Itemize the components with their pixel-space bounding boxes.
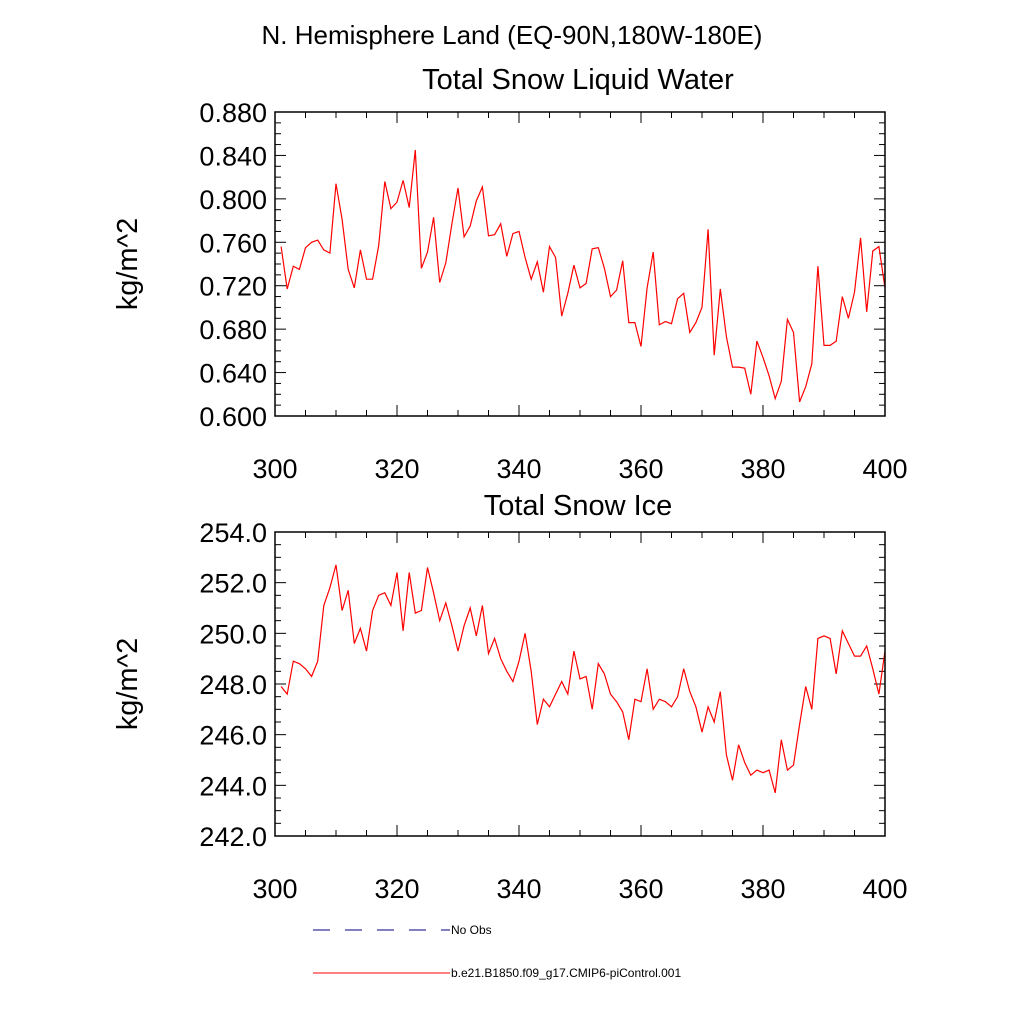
legend-entry-2: b.e21.B1850.f09_g17.CMIP6-piControl.001 xyxy=(313,966,681,980)
plot-frame xyxy=(274,111,886,417)
y-tick-label: 250.0 xyxy=(199,619,267,649)
y-tick-label: 242.0 xyxy=(199,822,267,852)
x-tick-label: 340 xyxy=(496,454,541,484)
y-tick-label: 252.0 xyxy=(199,569,267,599)
chart-panel-1: Total Snow Liquid Water kg/m^2 0.600 0.640 0… xyxy=(112,64,908,484)
y-tick-label: 254.0 xyxy=(199,518,267,548)
legend: No Obs b.e21.B1850.f09_g17.CMIP6-piContro… xyxy=(313,923,681,980)
x-tick-label: 360 xyxy=(618,454,663,484)
x-tick-label: 400 xyxy=(862,454,907,484)
x-tick-label: 400 xyxy=(862,874,907,904)
legend-label: b.e21.B1850.f09_g17.CMIP6-piControl.001 xyxy=(451,966,681,980)
x-tick-label: 300 xyxy=(252,874,297,904)
chart-title: Total Snow Liquid Water xyxy=(422,64,734,96)
y-tick-label: 0.600 xyxy=(199,402,267,432)
y-tick-label: 0.640 xyxy=(199,359,267,389)
y-tick-label: 248.0 xyxy=(199,670,267,700)
chart-title: Total Snow Ice xyxy=(484,490,673,522)
chart-panels: Total Snow Liquid Water kg/m^2 0.600 0.640 0… xyxy=(112,64,908,904)
y-tick-label: 0.800 xyxy=(199,185,267,215)
y-axis-label: kg/m^2 xyxy=(112,218,144,311)
legend-label: No Obs xyxy=(451,923,492,937)
legend-entry-1: No Obs xyxy=(313,923,492,937)
x-tick-label: 320 xyxy=(374,454,419,484)
x-tick-label: 380 xyxy=(740,874,785,904)
figure-title: N. Hemisphere Land (EQ-90N,180W-180E) xyxy=(262,20,763,50)
series-line-1 xyxy=(280,564,885,794)
y-tick-label: 0.680 xyxy=(199,315,267,345)
y-tick-label: 0.760 xyxy=(199,228,267,258)
x-tick-label: 320 xyxy=(374,874,419,904)
series-line-1 xyxy=(280,149,885,403)
y-tick-label: 244.0 xyxy=(199,771,267,801)
x-tick-label: 340 xyxy=(496,874,541,904)
x-tick-label: 300 xyxy=(252,454,297,484)
plot-frame xyxy=(274,531,886,837)
x-tick-label: 380 xyxy=(740,454,785,484)
y-axis-label: kg/m^2 xyxy=(112,638,144,731)
y-tick-label: 0.720 xyxy=(199,272,267,302)
chart-panel-2: Total Snow Ice kg/m^2 242.0 244.0 246.0 248.0… xyxy=(112,490,908,904)
y-tick-label: 0.880 xyxy=(199,98,267,128)
x-tick-label: 360 xyxy=(618,874,663,904)
y-tick-label: 246.0 xyxy=(199,721,267,751)
y-tick-label: 0.840 xyxy=(199,141,267,171)
